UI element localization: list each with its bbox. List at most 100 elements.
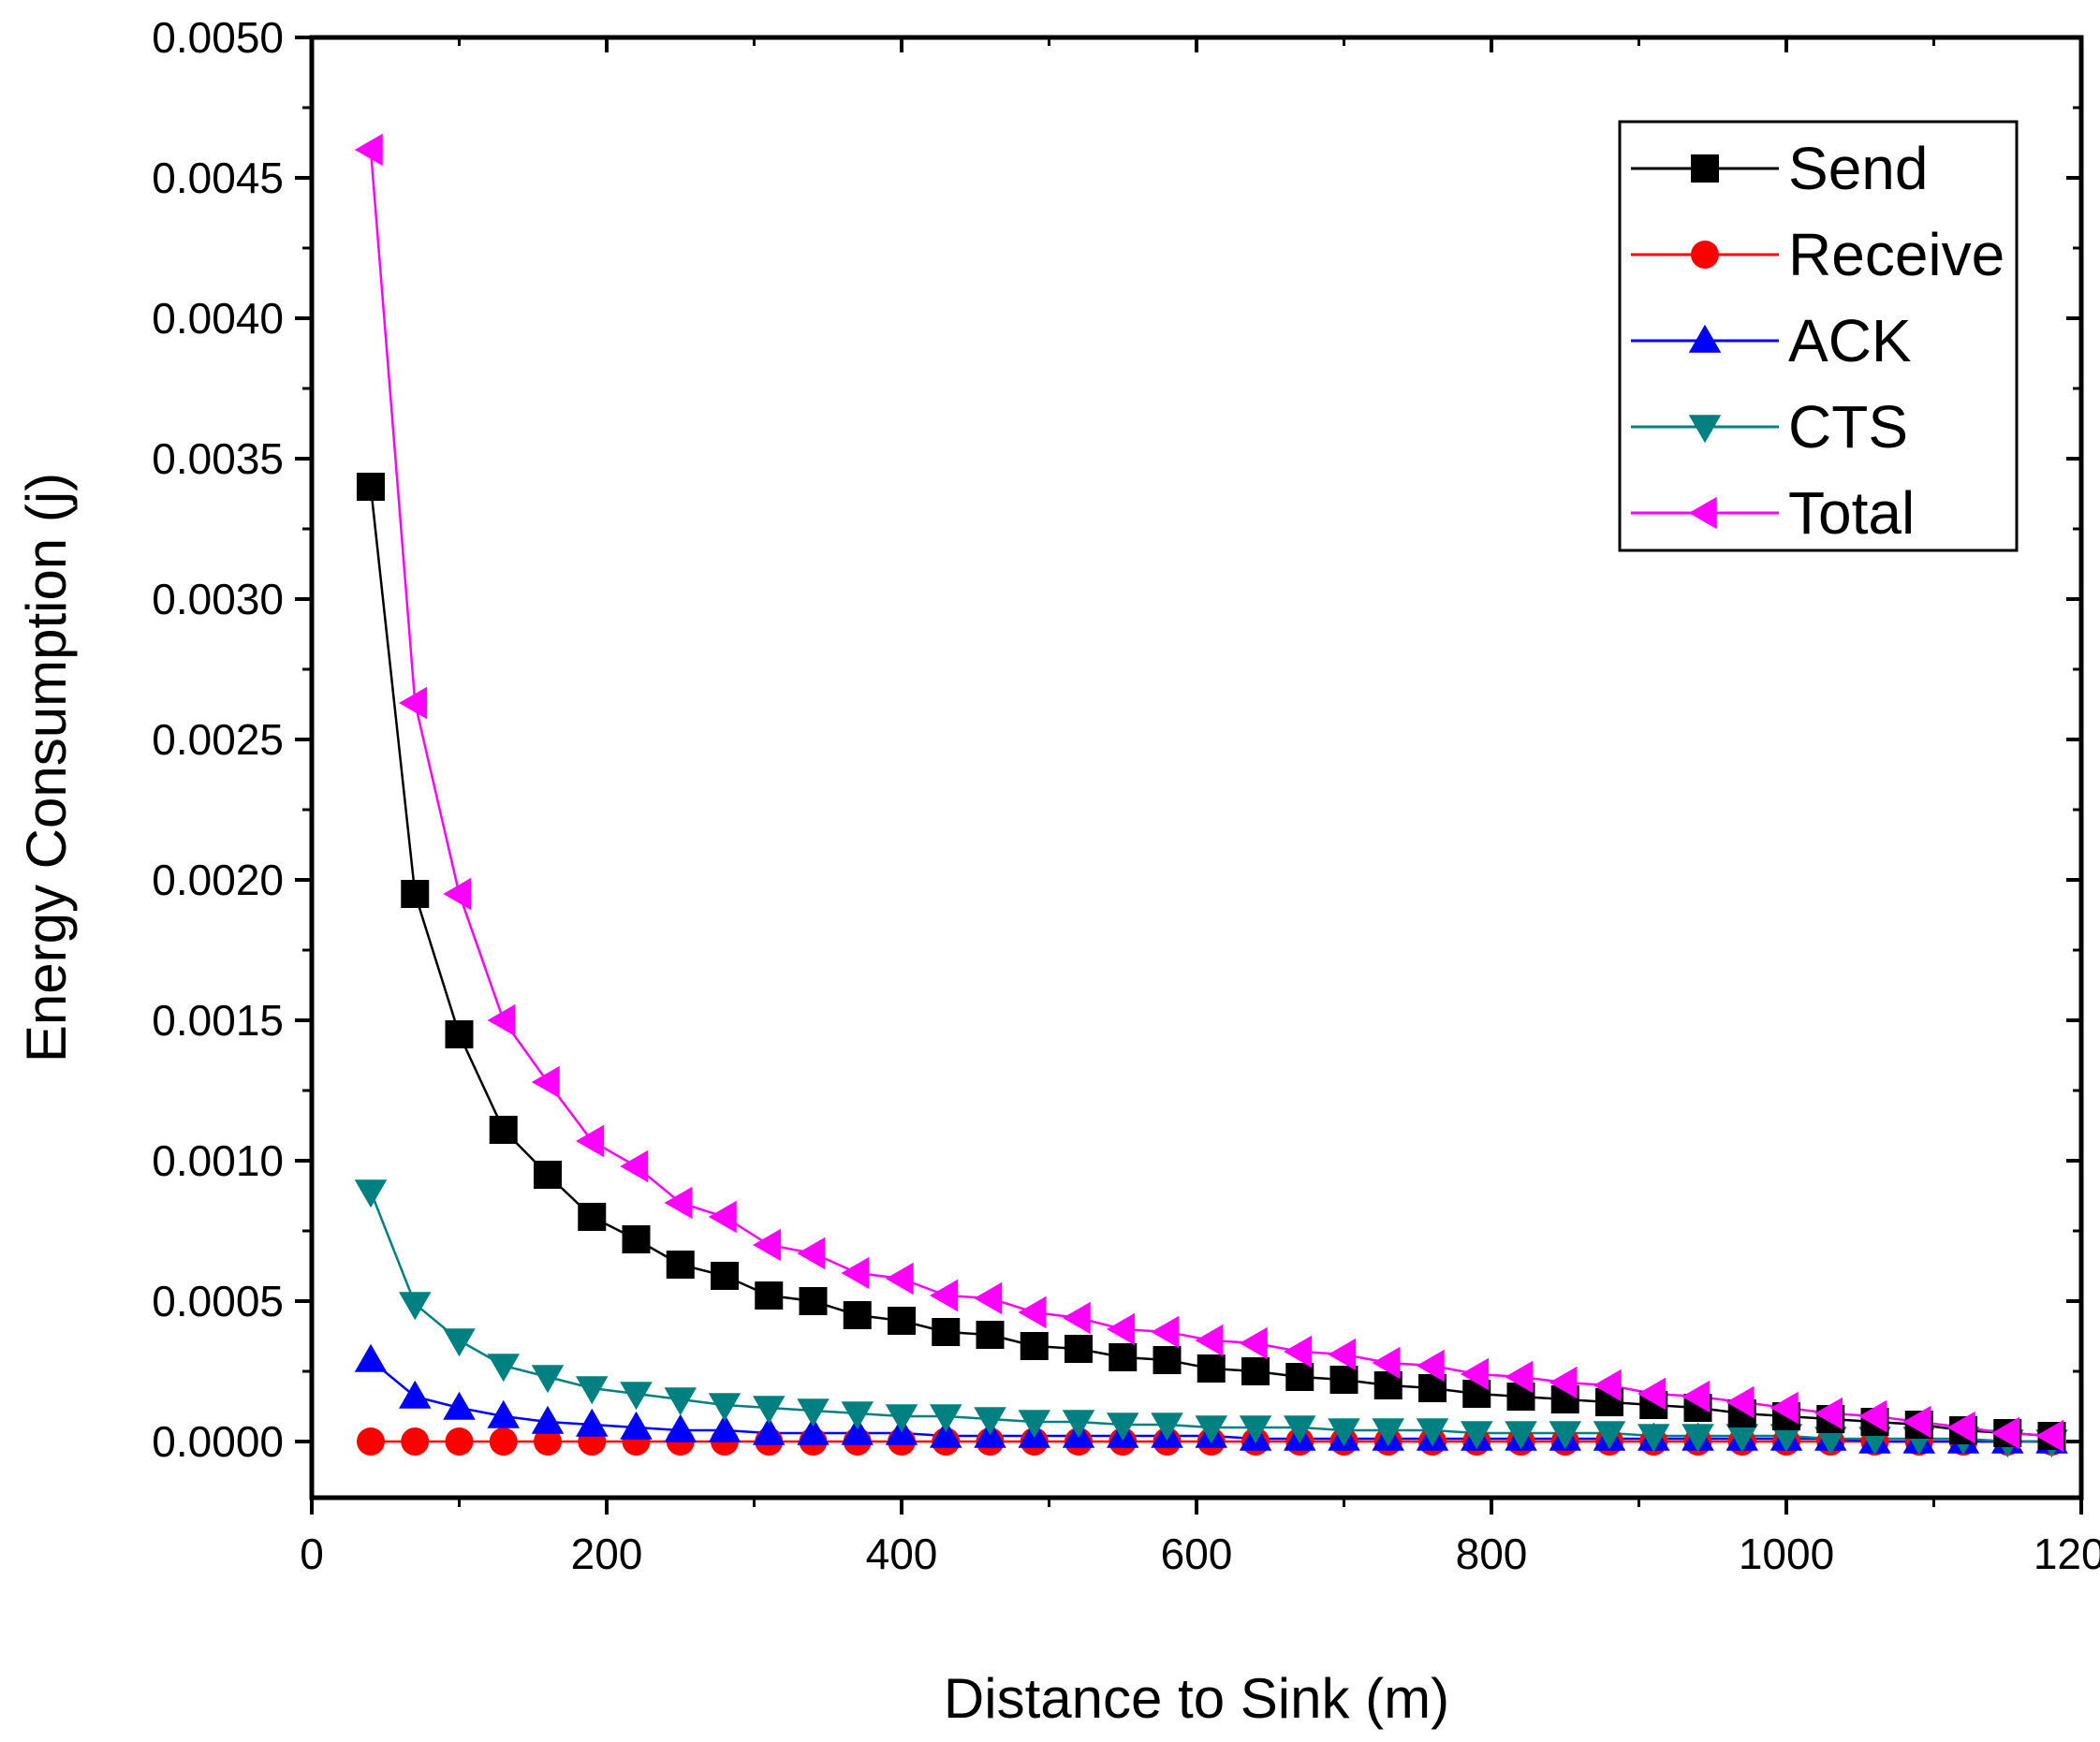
data-point-total (1593, 1369, 1622, 1402)
data-point-send (445, 1020, 474, 1048)
data-point-send (755, 1281, 784, 1310)
legend: Send Receive ACK CTS Total (1618, 120, 2019, 552)
data-point-cts (1195, 1415, 1227, 1444)
data-point-cts (443, 1328, 476, 1357)
data-point-cts (1593, 1421, 1626, 1450)
data-point-total (1062, 1301, 1091, 1335)
data-point-total (2035, 1419, 2064, 1453)
data-point-total (399, 686, 427, 720)
data-point-ack (930, 1419, 962, 1448)
data-point-cts (399, 1292, 432, 1321)
series-markers-send (357, 473, 2066, 1450)
data-point-total (1946, 1411, 1975, 1444)
data-point-total (531, 1065, 560, 1099)
data-point-cts (1416, 1418, 1449, 1447)
data-point-send (1241, 1357, 1270, 1385)
data-point-cts (974, 1407, 1006, 1436)
data-point-receive (401, 1427, 430, 1456)
series-markers-total (354, 133, 2064, 1453)
y-tick-label: 0.0050 (152, 13, 284, 62)
data-point-total (1858, 1399, 1887, 1433)
data-point-total (1770, 1391, 1799, 1425)
data-point-ack (708, 1413, 742, 1442)
data-point-send (489, 1116, 518, 1144)
data-point-ack (443, 1391, 476, 1420)
data-point-send (976, 1321, 1005, 1349)
data-point-cts (1549, 1421, 1581, 1450)
data-point-cts (531, 1365, 565, 1394)
data-point-cts (664, 1387, 697, 1416)
data-point-total (354, 133, 383, 167)
data-point-total (1372, 1346, 1401, 1380)
legend-marker-receive (1691, 241, 1719, 269)
data-point-cts (1151, 1413, 1183, 1442)
y-tick-label: 0.0015 (152, 996, 284, 1045)
legend-item-total: Total (1631, 479, 1915, 547)
data-point-cts (1107, 1413, 1139, 1442)
data-point-total (1505, 1360, 1534, 1394)
data-point-total (620, 1149, 649, 1183)
data-point-cts (885, 1404, 918, 1433)
data-point-cts (841, 1401, 874, 1430)
y-tick-label: 0.0020 (152, 856, 284, 904)
data-point-ack (487, 1399, 520, 1428)
data-point-total (1461, 1357, 1489, 1391)
x-tick-label: 400 (866, 1530, 938, 1578)
data-point-cts (1461, 1421, 1493, 1450)
data-point-total (1726, 1385, 1755, 1419)
x-tick-label: 600 (1161, 1530, 1233, 1578)
legend-box (1618, 120, 2019, 552)
x-axis-title: Distance to Sink (m) (944, 1667, 1449, 1730)
data-point-send (888, 1307, 916, 1335)
data-point-cts (797, 1398, 830, 1427)
data-point-total (797, 1237, 826, 1270)
data-point-ack (620, 1411, 653, 1440)
y-tick-label: 0.0010 (152, 1136, 284, 1185)
data-point-total (1328, 1338, 1357, 1371)
y-axis-title: Energy Consumption (j) (15, 473, 78, 1062)
legend-label: Send (1788, 135, 1928, 202)
data-point-total (1239, 1326, 1268, 1360)
data-point-total (664, 1186, 693, 1220)
data-point-total (1814, 1397, 1843, 1430)
data-point-total (1018, 1296, 1047, 1329)
plot-frame (309, 35, 2084, 1500)
data-point-total (487, 1003, 516, 1037)
y-tick-label: 0.0000 (152, 1417, 284, 1466)
data-point-ack (753, 1416, 786, 1445)
data-point-total (1107, 1312, 1135, 1346)
legend-marker-ack (1688, 324, 1722, 353)
y-tick-label: 0.0040 (152, 294, 284, 343)
data-point-total (1416, 1349, 1445, 1383)
y-tick-label: 0.0030 (152, 575, 284, 623)
data-point-send (578, 1203, 607, 1231)
data-point-cts (930, 1404, 962, 1433)
data-point-cts (576, 1376, 609, 1405)
data-point-total (576, 1124, 604, 1158)
data-point-total (1151, 1315, 1180, 1349)
data-point-send (1065, 1335, 1093, 1363)
data-point-send (843, 1301, 872, 1329)
legend-label: ACK (1788, 307, 1912, 374)
data-point-ack (841, 1416, 874, 1445)
data-point-total (1637, 1377, 1666, 1411)
axis-ticks (295, 36, 2083, 1515)
y-tick-label: 0.0035 (152, 434, 284, 483)
data-point-total (753, 1228, 781, 1262)
data-point-cts (1637, 1424, 1670, 1453)
data-point-ack (531, 1405, 565, 1434)
data-point-cts (354, 1179, 388, 1208)
data-point-total (885, 1262, 914, 1296)
y-tick-label: 0.0005 (152, 1277, 284, 1325)
data-point-cts (1284, 1415, 1316, 1444)
data-point-send (1153, 1346, 1182, 1374)
data-point-total (1991, 1416, 2019, 1450)
data-point-cts (753, 1396, 786, 1425)
data-point-send (666, 1251, 695, 1279)
data-point-cts (1681, 1424, 1714, 1453)
data-point-cts (1726, 1424, 1758, 1453)
legend-marker-send (1691, 154, 1719, 183)
legend-item-send: Send (1631, 135, 1928, 202)
data-point-send (799, 1287, 828, 1315)
data-point-receive (489, 1427, 518, 1456)
